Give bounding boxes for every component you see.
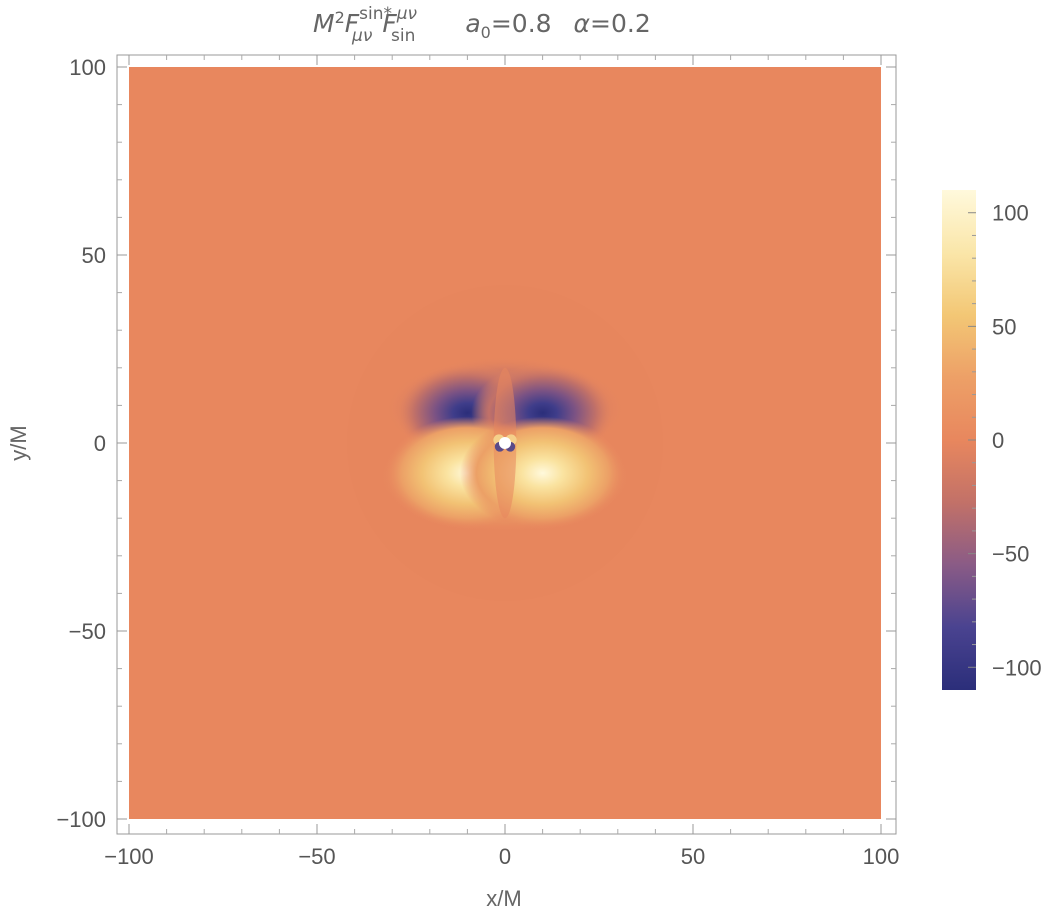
x-axis-ticks: −100 −50 0 50 100 bbox=[104, 55, 899, 869]
colorbar-tick-label: 100 bbox=[992, 201, 1029, 226]
x-tick-label: 0 bbox=[499, 844, 511, 869]
colorbar-tick-label: 0 bbox=[992, 428, 1004, 453]
title-sup-2: 2 bbox=[335, 8, 345, 27]
x-tick-label: −100 bbox=[104, 844, 154, 869]
x-tick-label: 100 bbox=[863, 844, 900, 869]
x-tick-label: −50 bbox=[298, 844, 335, 869]
title-f: F bbox=[345, 9, 360, 38]
param-alpha-symbol: α bbox=[574, 9, 591, 38]
y-tick-label: −100 bbox=[56, 807, 106, 832]
heatmap-features bbox=[347, 285, 663, 601]
title-f2: F bbox=[382, 9, 397, 38]
y-axis-label: y/M bbox=[6, 425, 31, 460]
colorbar-tick-label: 50 bbox=[992, 314, 1016, 339]
colorbar-tick-label: −100 bbox=[992, 655, 1042, 680]
title-sub-sin: sin bbox=[391, 26, 415, 46]
y-tick-label: 100 bbox=[69, 55, 106, 80]
title-m: M bbox=[313, 9, 335, 38]
param-alpha-value: =0.2 bbox=[590, 9, 651, 38]
param-a-symbol: a bbox=[465, 9, 480, 38]
center-marker bbox=[498, 436, 512, 450]
title-sup-munu: μν bbox=[396, 4, 418, 24]
positive-lobe bbox=[459, 416, 626, 530]
plot-frame bbox=[116, 54, 897, 835]
x-tick-label: 50 bbox=[681, 844, 705, 869]
title-sup-sin-star: sin* bbox=[359, 4, 392, 24]
title-sub-munu: μν bbox=[351, 26, 373, 46]
x-axis-label: x/M bbox=[486, 886, 521, 911]
y-tick-label: 50 bbox=[82, 243, 106, 268]
y-tick-label: 0 bbox=[94, 431, 106, 456]
param-a-sub: 0 bbox=[481, 23, 491, 42]
y-tick-label: −50 bbox=[69, 619, 106, 644]
colorbar-ticks: 100 50 0 −50 −100 bbox=[968, 201, 1042, 680]
y-axis-ticks: 100 50 0 −50 −100 bbox=[56, 55, 896, 832]
param-a-value: =0.8 bbox=[491, 9, 552, 38]
chart-title: M2Fsin* μν Fμν sin a0=0.8 α=0.2 bbox=[313, 4, 651, 47]
colorbar-tick-label: −50 bbox=[992, 542, 1029, 567]
